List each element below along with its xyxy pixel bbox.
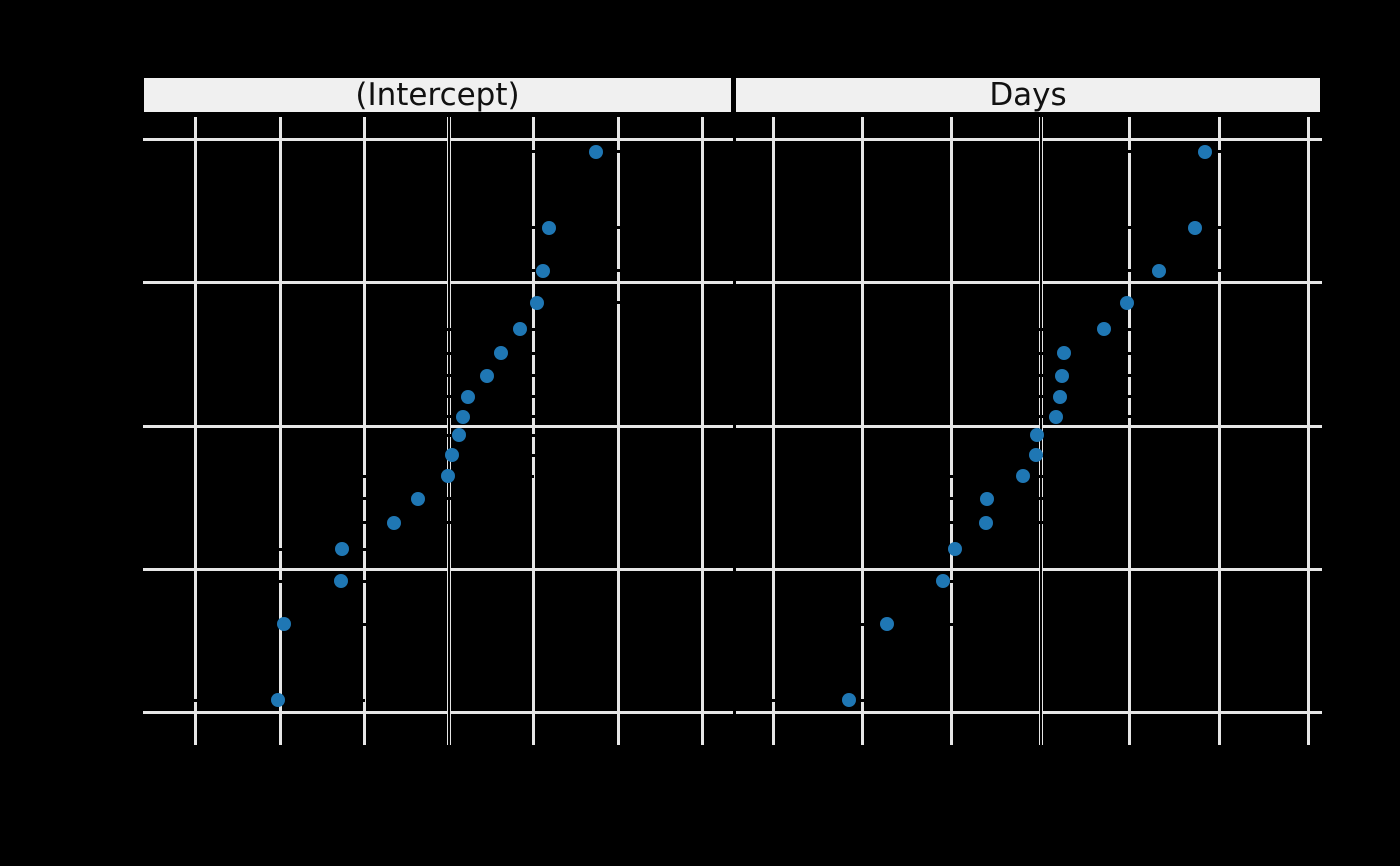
x-gridline: [194, 117, 197, 745]
y-gridline: [736, 567, 1322, 571]
data-point: [1056, 346, 1071, 361]
y-gridline: [736, 710, 1322, 714]
strip-days: Days: [734, 76, 1322, 114]
x-gridline: [1217, 117, 1221, 745]
panel-intercept: [143, 117, 733, 745]
strip-intercept: (Intercept): [142, 76, 733, 114]
data-point: [1029, 428, 1044, 443]
data-point: [445, 448, 460, 463]
x-gridline: [363, 117, 366, 745]
y-gridline: [736, 138, 1322, 142]
data-point: [947, 542, 962, 557]
data-point: [542, 220, 557, 235]
data-point: [451, 428, 466, 443]
data-point: [271, 693, 286, 708]
data-point: [386, 515, 401, 530]
y-gridline: [143, 281, 733, 285]
data-point: [589, 144, 604, 159]
y-gridline: [143, 710, 733, 714]
x-gridline: [532, 117, 535, 745]
data-point: [494, 346, 508, 361]
data-point: [455, 409, 470, 424]
x-gridline: [860, 117, 864, 745]
y-gridline: [143, 138, 733, 142]
data-point: [1054, 368, 1069, 383]
data-point: [277, 617, 292, 632]
data-point: [1016, 469, 1031, 484]
data-point: [1119, 295, 1134, 310]
data-point: [440, 469, 455, 484]
panel-days: [736, 117, 1322, 745]
y-gridline: [736, 424, 1322, 428]
x-gridline: [1306, 117, 1310, 745]
data-point: [513, 322, 528, 337]
data-point: [530, 295, 545, 310]
data-point: [1096, 322, 1111, 337]
x-gridline: [950, 117, 953, 745]
data-point: [1049, 409, 1064, 424]
data-point: [335, 542, 350, 557]
data-point: [841, 693, 856, 708]
zero-reference-line: [447, 117, 451, 745]
x-gridline: [771, 117, 775, 745]
x-gridline: [701, 117, 704, 745]
strip-days-label: Days: [989, 77, 1067, 113]
strip-intercept-label: (Intercept): [355, 77, 520, 113]
data-point: [879, 617, 894, 632]
data-point: [936, 574, 951, 589]
data-point: [978, 515, 993, 530]
x-gridline: [1128, 117, 1132, 745]
data-point: [461, 389, 476, 404]
data-point: [333, 574, 348, 589]
y-gridline: [143, 567, 733, 571]
x-gridline: [616, 117, 620, 745]
data-point: [536, 263, 551, 278]
y-gridline: [736, 281, 1322, 285]
data-point: [1052, 389, 1067, 404]
data-point: [980, 491, 994, 506]
data-point: [1197, 144, 1212, 159]
data-point: [480, 368, 495, 383]
x-gridline: [278, 117, 282, 745]
data-point: [1028, 448, 1043, 463]
data-point: [1187, 220, 1202, 235]
y-gridline: [143, 424, 733, 428]
data-point: [1151, 263, 1166, 278]
data-point: [411, 491, 426, 506]
